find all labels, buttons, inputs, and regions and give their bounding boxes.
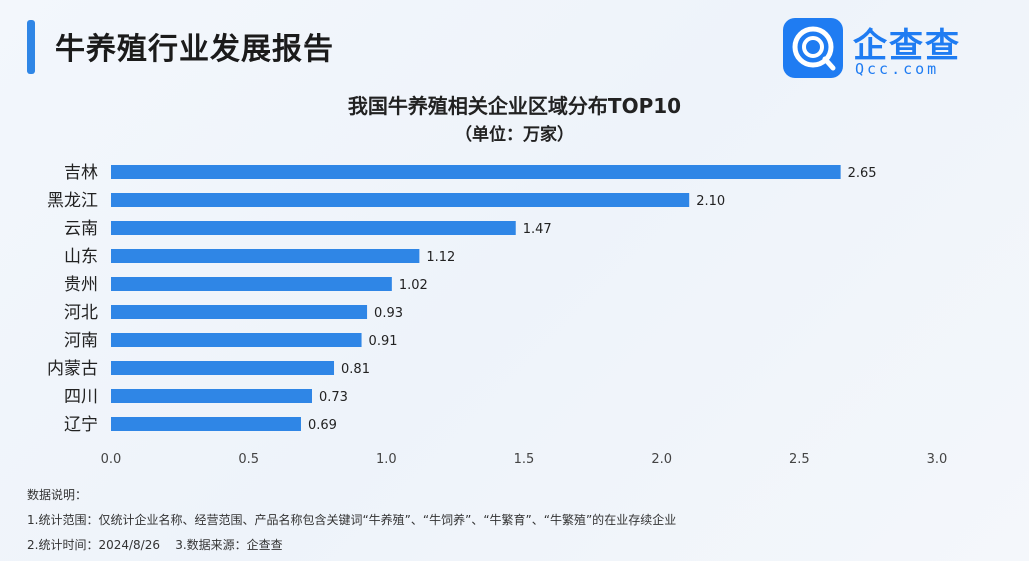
value-label: 0.91 <box>369 334 398 349</box>
category-label: 四川 <box>64 387 98 407</box>
bar <box>111 333 362 347</box>
value-label: 1.12 <box>426 250 455 265</box>
bar <box>111 249 420 263</box>
chart-title: 我国牛养殖相关企业区域分布TOP10 <box>347 94 682 118</box>
x-tick-label: 0.0 <box>101 452 122 467</box>
x-tick-label: 2.0 <box>651 452 672 467</box>
x-tick-label: 1.5 <box>514 452 535 467</box>
category-label: 黑龙江 <box>47 191 98 211</box>
x-tick-label: 1.0 <box>376 452 397 467</box>
value-label: 1.47 <box>523 222 552 237</box>
category-label: 吉林 <box>64 163 98 183</box>
value-label: 1.02 <box>399 278 428 293</box>
bar <box>111 417 301 431</box>
header-accent-bar <box>27 20 35 74</box>
qcc-logo-name: 企查查 <box>853 26 961 66</box>
value-label: 2.65 <box>848 166 877 181</box>
category-label: 辽宁 <box>64 415 98 435</box>
notes-heading: 数据说明： <box>27 488 88 502</box>
category-label: 河南 <box>64 331 98 351</box>
bar <box>111 305 368 319</box>
bar <box>111 193 690 207</box>
value-label: 0.93 <box>374 306 403 321</box>
qcc-logo: 企查查 Qcc.com <box>783 18 993 82</box>
chart-subtitle: （单位：万家） <box>455 125 574 145</box>
value-label: 2.10 <box>696 194 725 209</box>
value-label: 0.81 <box>341 362 370 377</box>
x-tick-label: 2.5 <box>789 452 810 467</box>
bar <box>111 277 392 291</box>
value-label: 0.73 <box>319 390 348 405</box>
notes-line-1: 1.统计范围：仅统计企业名称、经营范围、产品名称包含关键词“牛养殖”、“牛饲养”… <box>27 513 677 527</box>
bar <box>111 389 312 403</box>
bar <box>111 221 516 235</box>
x-tick-label: 3.0 <box>927 452 948 467</box>
category-label: 河北 <box>64 303 98 323</box>
x-tick-label: 0.5 <box>238 452 259 467</box>
report-title: 牛养殖行业发展报告 <box>55 32 334 67</box>
category-label: 山东 <box>64 247 98 267</box>
notes-line-2: 2.统计时间：2024/8/26 3.数据来源：企查查 <box>27 538 283 552</box>
qcc-logo-icon <box>783 18 843 78</box>
category-label: 内蒙古 <box>47 359 98 379</box>
category-label: 贵州 <box>64 275 98 295</box>
bar <box>111 361 335 375</box>
qcc-logo-domain: Qcc.com <box>855 60 940 78</box>
bar-chart: 吉林 2.65 黑龙江 2.10 云南 1.47 山东 1.12 贵州 1.02 河北 0.93 河南 0… <box>47 163 948 467</box>
bar <box>111 165 841 179</box>
value-label: 0.69 <box>308 418 337 433</box>
data-notes: 数据说明： 1.统计范围：仅统计企业名称、经营范围、产品名称包含关键词“牛养殖”… <box>27 483 676 558</box>
category-label: 云南 <box>64 219 98 239</box>
